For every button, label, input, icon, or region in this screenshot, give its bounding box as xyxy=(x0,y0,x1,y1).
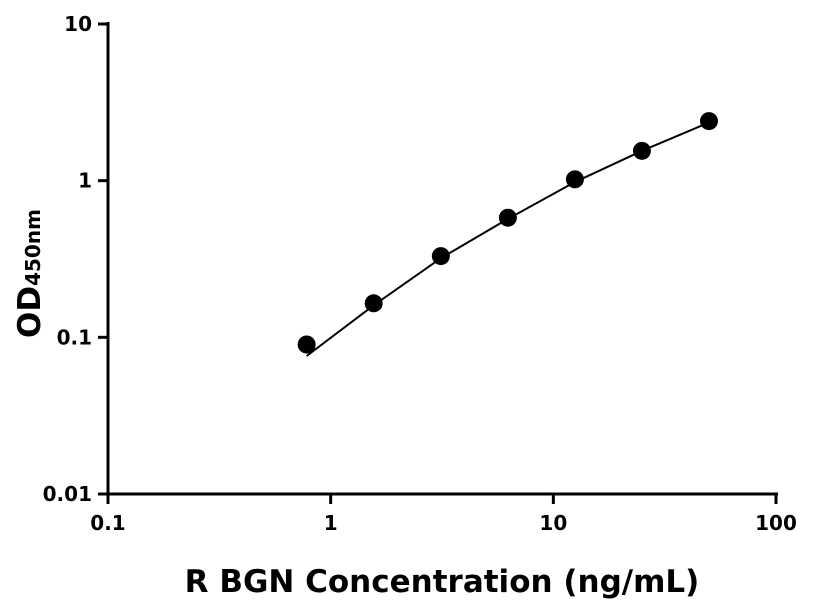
y-tick-label: 10 xyxy=(64,12,92,36)
y-axis-label-subscript: 450nm xyxy=(21,209,45,286)
y-axis-label-main: OD xyxy=(12,286,48,338)
y-tick-label: 1 xyxy=(78,169,92,193)
x-tick-label: 0.1 xyxy=(90,511,125,535)
data-point xyxy=(364,294,383,313)
x-axis-label: R BGN Concentration (ng/mL) xyxy=(185,564,700,600)
y-axis-label: OD450nm xyxy=(12,209,48,338)
y-tick-label: 0.1 xyxy=(57,325,92,349)
y-tick-label: 0.01 xyxy=(43,482,92,506)
x-tick-label: 10 xyxy=(539,511,567,535)
data-point xyxy=(431,247,450,266)
data-point xyxy=(565,170,584,189)
data-point xyxy=(297,335,316,354)
x-tick-label: 1 xyxy=(324,511,338,535)
x-tick-label: 100 xyxy=(755,511,797,535)
data-point xyxy=(699,112,718,131)
data-point xyxy=(498,208,517,227)
fit-curve xyxy=(306,121,710,357)
data-point xyxy=(632,141,651,160)
